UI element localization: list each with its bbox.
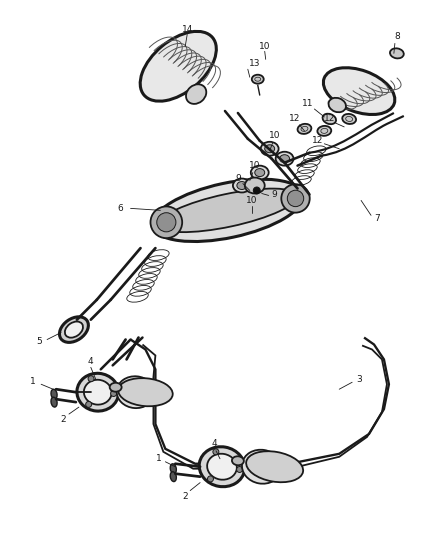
Ellipse shape [140, 31, 216, 101]
Ellipse shape [255, 168, 265, 176]
Text: 12: 12 [312, 136, 323, 146]
Text: 9: 9 [235, 174, 241, 183]
Ellipse shape [297, 124, 311, 134]
Text: 10: 10 [259, 42, 270, 51]
Ellipse shape [151, 206, 182, 238]
Text: 8: 8 [394, 32, 400, 41]
Ellipse shape [157, 213, 176, 232]
Ellipse shape [237, 466, 243, 472]
Text: 5: 5 [36, 337, 42, 346]
Ellipse shape [279, 155, 290, 163]
Text: 9: 9 [272, 190, 278, 199]
Ellipse shape [51, 389, 57, 399]
Text: 4: 4 [211, 439, 217, 448]
Text: 12: 12 [289, 115, 300, 124]
Ellipse shape [246, 451, 303, 482]
Ellipse shape [390, 49, 404, 59]
Ellipse shape [281, 184, 310, 213]
Ellipse shape [253, 187, 260, 194]
Text: 14: 14 [181, 25, 193, 34]
Text: 4: 4 [88, 357, 94, 366]
Text: 6: 6 [118, 204, 124, 213]
Ellipse shape [242, 450, 282, 484]
Ellipse shape [328, 98, 346, 112]
Text: 10: 10 [269, 131, 280, 140]
Ellipse shape [237, 182, 247, 190]
Ellipse shape [323, 68, 395, 115]
Text: 10: 10 [246, 196, 258, 205]
Ellipse shape [170, 464, 177, 474]
Ellipse shape [251, 166, 268, 180]
Ellipse shape [287, 190, 304, 207]
Ellipse shape [117, 376, 154, 408]
Text: 10: 10 [249, 161, 261, 170]
Ellipse shape [110, 383, 122, 392]
Ellipse shape [51, 397, 57, 407]
Ellipse shape [186, 84, 206, 104]
Ellipse shape [77, 373, 119, 411]
Ellipse shape [60, 317, 88, 342]
Ellipse shape [170, 472, 177, 482]
Ellipse shape [208, 476, 213, 482]
Text: 11: 11 [302, 99, 313, 108]
Text: 2: 2 [182, 492, 188, 501]
Text: 3: 3 [356, 375, 362, 384]
Ellipse shape [232, 456, 244, 465]
Ellipse shape [342, 114, 356, 124]
Ellipse shape [245, 177, 265, 193]
Ellipse shape [88, 376, 94, 382]
Ellipse shape [84, 380, 112, 405]
Text: 1: 1 [30, 377, 36, 386]
Ellipse shape [118, 378, 173, 406]
Text: 7: 7 [374, 214, 380, 223]
Ellipse shape [152, 179, 304, 241]
Ellipse shape [199, 447, 245, 487]
Text: 1: 1 [155, 454, 161, 463]
Ellipse shape [159, 189, 297, 232]
Ellipse shape [276, 152, 293, 166]
Ellipse shape [233, 179, 251, 192]
Ellipse shape [86, 401, 92, 407]
Ellipse shape [65, 321, 83, 338]
Ellipse shape [213, 449, 219, 455]
Text: 12: 12 [324, 115, 335, 124]
Ellipse shape [261, 142, 279, 156]
Ellipse shape [265, 145, 275, 153]
Text: 2: 2 [60, 415, 66, 424]
Ellipse shape [252, 75, 264, 84]
Ellipse shape [207, 454, 237, 480]
Text: 13: 13 [249, 59, 261, 68]
Ellipse shape [111, 391, 117, 397]
Ellipse shape [318, 126, 331, 136]
Ellipse shape [322, 114, 336, 124]
